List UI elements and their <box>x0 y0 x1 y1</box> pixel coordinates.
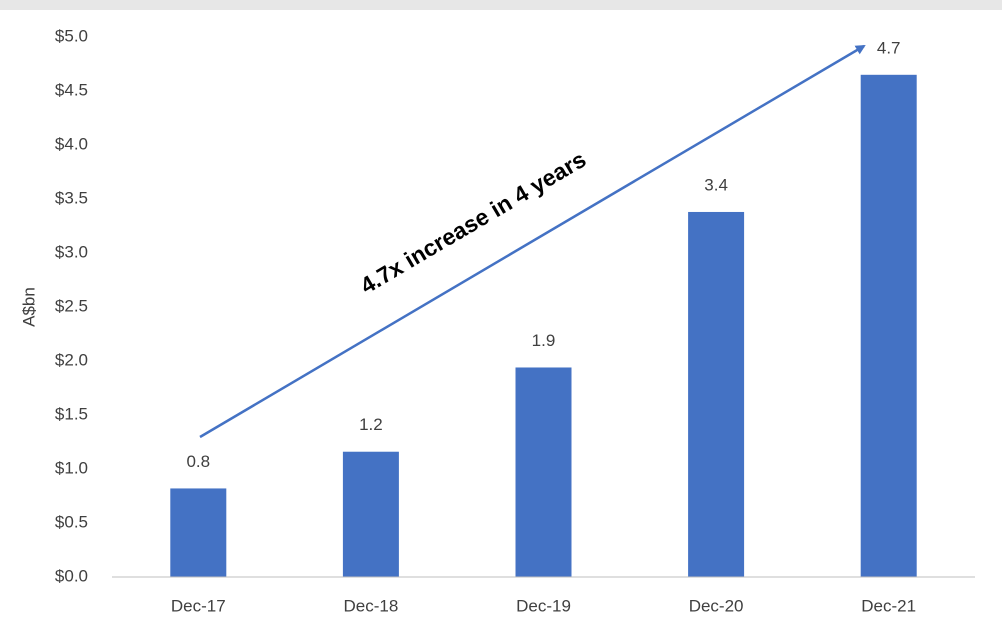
bar <box>342 451 399 577</box>
y-axis-title: A$bn <box>19 287 38 327</box>
x-tick-label: Dec-19 <box>516 596 571 615</box>
x-tick-label: Dec-20 <box>689 596 744 615</box>
trend-arrow <box>199 44 866 439</box>
bar <box>688 211 745 577</box>
data-label: 1.2 <box>359 415 383 434</box>
bar <box>860 74 917 578</box>
y-tick-label: $4.5 <box>55 80 88 99</box>
y-tick-label: $5.0 <box>55 26 88 45</box>
bar <box>170 488 227 577</box>
y-tick-label: $1.5 <box>55 404 88 423</box>
y-tick-label: $1.0 <box>55 458 88 477</box>
x-tick-label: Dec-18 <box>343 596 398 615</box>
x-tick-label: Dec-17 <box>171 596 226 615</box>
y-tick-label: $3.5 <box>55 188 88 207</box>
data-label: 0.8 <box>186 452 210 471</box>
y-tick-label: $2.5 <box>55 296 88 315</box>
data-label: 3.4 <box>704 175 728 194</box>
x-tick-label: Dec-21 <box>861 596 916 615</box>
data-label: 1.9 <box>532 331 556 350</box>
y-tick-label: $0.0 <box>55 566 88 585</box>
top-band <box>0 0 1002 10</box>
y-tick-label: $4.0 <box>55 134 88 153</box>
y-tick-label: $2.0 <box>55 350 88 369</box>
data-label: 4.7 <box>877 38 901 57</box>
bar <box>515 367 572 577</box>
y-tick-label: $3.0 <box>55 242 88 261</box>
y-tick-label: $0.5 <box>55 512 88 531</box>
